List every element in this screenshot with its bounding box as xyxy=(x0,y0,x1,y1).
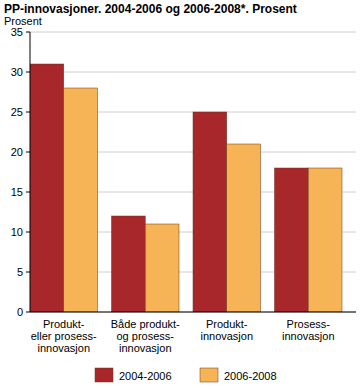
legend-swatch xyxy=(200,368,218,382)
bar xyxy=(275,168,309,312)
legend-label: 2006-2008 xyxy=(224,370,277,382)
legend-swatch xyxy=(95,368,113,382)
tick-mark xyxy=(26,312,30,313)
tick-mark xyxy=(26,32,30,33)
title: PP-innovasjoner. 2004-2006 og 2006-2008*… xyxy=(4,2,297,16)
tick-mark xyxy=(26,272,30,273)
category-label-line: Både produkt- xyxy=(111,318,180,330)
bar xyxy=(308,168,342,312)
bar xyxy=(193,112,227,312)
category-label: Prosess-innovasjon xyxy=(282,318,335,342)
category-label-line: innovasjon xyxy=(37,342,90,354)
category-label-line: innovasjon xyxy=(200,330,253,342)
y-axis xyxy=(30,32,31,312)
category-label: Produkt-eller prosess-innovasjon xyxy=(31,318,97,354)
tick-mark xyxy=(26,72,30,73)
category-label: Produkt-innovasjon xyxy=(200,318,253,342)
tick-mark xyxy=(26,232,30,233)
category-label-line: eller prosess- xyxy=(31,330,97,342)
tick-label: 5 xyxy=(17,266,23,278)
legend-label: 2004-2006 xyxy=(119,370,172,382)
grid-line xyxy=(30,72,356,73)
bar xyxy=(112,216,146,312)
tick-label: 20 xyxy=(11,146,23,158)
tick-label: 0 xyxy=(17,306,23,318)
bars xyxy=(30,64,342,312)
bar xyxy=(227,144,261,312)
tick-mark xyxy=(26,112,30,113)
tick-label: 10 xyxy=(11,226,23,238)
bar xyxy=(64,88,98,312)
chart: PP-innovasjoner. 2004-2006 og 2006-2008*… xyxy=(0,0,364,389)
tick-label: 35 xyxy=(11,26,23,38)
category-label-line: innovasjon xyxy=(119,342,172,354)
bar xyxy=(30,64,64,312)
category-label-line: Prosess- xyxy=(287,318,331,330)
category-label-line: Produkt- xyxy=(206,318,248,330)
category-label-line: innovasjon xyxy=(282,330,335,342)
tick-label: 25 xyxy=(11,106,23,118)
category-label-line: Produkt- xyxy=(43,318,85,330)
grid-line xyxy=(30,312,356,313)
tick-mark xyxy=(26,152,30,153)
bar xyxy=(145,224,179,312)
tick-label: 30 xyxy=(11,66,23,78)
category-label: Både produkt-og prosess-innovasjon xyxy=(111,318,180,354)
tick-mark xyxy=(26,192,30,193)
category-label-line: og prosess- xyxy=(117,330,175,342)
x-axis xyxy=(30,312,356,313)
tick-label: 15 xyxy=(11,186,23,198)
grid-line xyxy=(30,32,356,33)
